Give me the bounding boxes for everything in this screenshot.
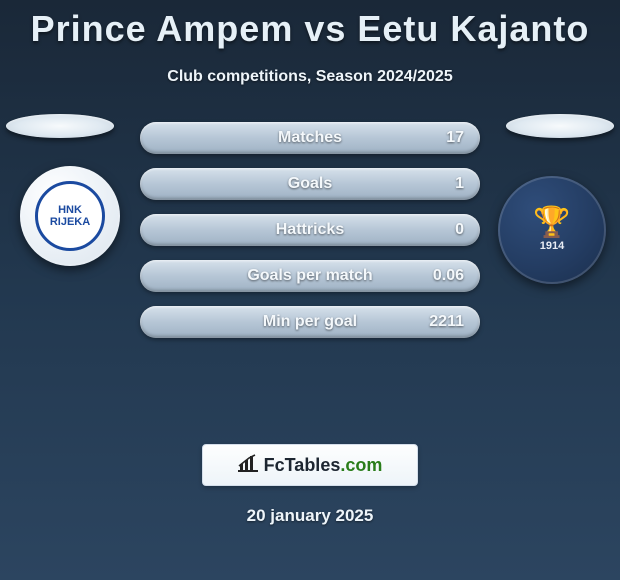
left-club-crest: HNK RIJEKA [20,166,120,266]
comparison-area: HNK RIJEKA 🏆 1914 Matches 17 Goals 1 Hat… [0,122,620,432]
stat-label: Goals [288,175,332,193]
right-player-ellipse [506,114,614,138]
stat-value: 17 [446,129,464,147]
stat-label: Matches [278,129,342,147]
left-player-ellipse [6,114,114,138]
trophy-icon: 🏆 [533,208,570,238]
stat-pill-goals: Goals 1 [140,168,480,200]
right-club-year: 1914 [540,240,564,252]
brand-box[interactable]: FcTables.com [202,444,418,486]
stat-label: Goals per match [247,267,372,285]
season-subtitle: Club competitions, Season 2024/2025 [0,68,620,86]
brand-name: FcTables [264,455,341,475]
chart-icon [238,454,258,477]
page-title: Prince Ampem vs Eetu Kajanto [0,0,620,50]
brand-text: FcTables.com [264,455,383,476]
brand-suffix: .com [340,455,382,475]
stat-value: 0 [455,221,464,239]
right-club-crest: 🏆 1914 [498,176,606,284]
stats-list: Matches 17 Goals 1 Hattricks 0 Goals per… [140,122,480,338]
left-club-crest-inner: HNK RIJEKA [35,181,105,251]
stat-value: 1 [455,175,464,193]
stat-pill-matches: Matches 17 [140,122,480,154]
stat-pill-hattricks: Hattricks 0 [140,214,480,246]
stat-pill-min-per-goal: Min per goal 2211 [140,306,480,338]
stat-value: 0.06 [433,267,464,285]
stat-pill-goals-per-match: Goals per match 0.06 [140,260,480,292]
stat-value: 2211 [429,313,464,331]
left-club-short: HNK RIJEKA [38,204,102,228]
stat-label: Min per goal [263,313,357,331]
stat-label: Hattricks [276,221,344,239]
snapshot-date: 20 january 2025 [0,506,620,526]
